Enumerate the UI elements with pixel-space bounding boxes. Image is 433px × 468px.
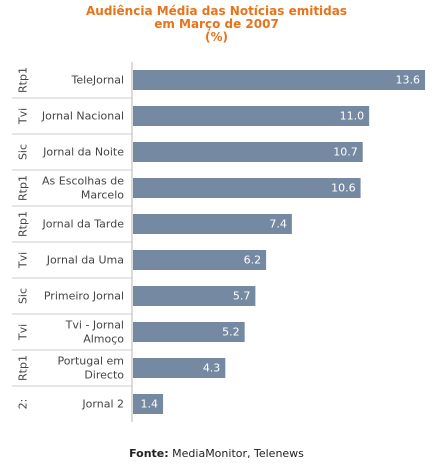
channel-label: Tvi [17, 324, 30, 341]
source-note: Fonte: MediaMonitor, Telenews [0, 447, 433, 461]
value-label: 11.0 [340, 110, 365, 123]
channel-label: Rtp1 [17, 175, 30, 201]
chart-title-line-1: Audiência Média das Notícias emitidas [86, 4, 347, 18]
bar [133, 358, 226, 378]
value-label: 13.6 [396, 74, 421, 87]
bar [133, 250, 267, 270]
channel-label: Sic [17, 144, 30, 160]
channel-label: Rtp1 [17, 211, 30, 237]
bar [133, 394, 164, 414]
value-label: 7.4 [269, 218, 287, 231]
category-label: Directo [84, 369, 124, 382]
category-label: Jornal da Uma [46, 254, 124, 267]
category-label: Jornal 2 [81, 398, 124, 411]
channel-label: Rtp1 [17, 67, 30, 93]
bar [133, 286, 256, 306]
bar [133, 322, 245, 342]
category-label: Portugal em [57, 355, 124, 368]
channel-label: Sic [17, 288, 30, 304]
channel-label: Tvi [17, 252, 30, 269]
category-label: As Escolhas de [42, 175, 124, 188]
source-text: MediaMonitor, Telenews [168, 447, 304, 460]
value-label: 5.2 [222, 326, 240, 339]
chart-title-line-2: em Março de 2007 [154, 17, 279, 31]
bar [133, 214, 292, 234]
category-label: Almoço [83, 333, 124, 346]
channel-label: Tvi [17, 108, 30, 125]
category-label: Jornal da Tarde [41, 218, 124, 231]
bar [133, 70, 425, 90]
value-label: 5.7 [233, 290, 251, 303]
category-label: Marcelo [81, 189, 124, 202]
value-label: 10.6 [331, 182, 356, 195]
category-label: Primeiro Jornal [44, 290, 124, 303]
chart-title: Audiência Média das Notícias emitidas em… [0, 5, 433, 44]
value-label: 1.4 [141, 398, 159, 411]
channel-label: 2: [17, 399, 30, 410]
value-label: 4.3 [203, 362, 221, 375]
category-label: Jornal da Noite [42, 146, 124, 159]
value-label: 6.2 [244, 254, 262, 267]
category-label: Tvi - Jornal [65, 319, 124, 332]
bar [133, 106, 370, 126]
value-label: 10.7 [333, 146, 358, 159]
category-label: Jornal Nacional [41, 110, 124, 123]
channel-label: Rtp1 [17, 355, 30, 381]
bar [133, 142, 363, 162]
chart-title-line-3: (%) [205, 30, 228, 44]
bar [133, 178, 361, 198]
category-label: TeleJornal [70, 74, 124, 87]
source-label: Fonte: [129, 447, 169, 460]
